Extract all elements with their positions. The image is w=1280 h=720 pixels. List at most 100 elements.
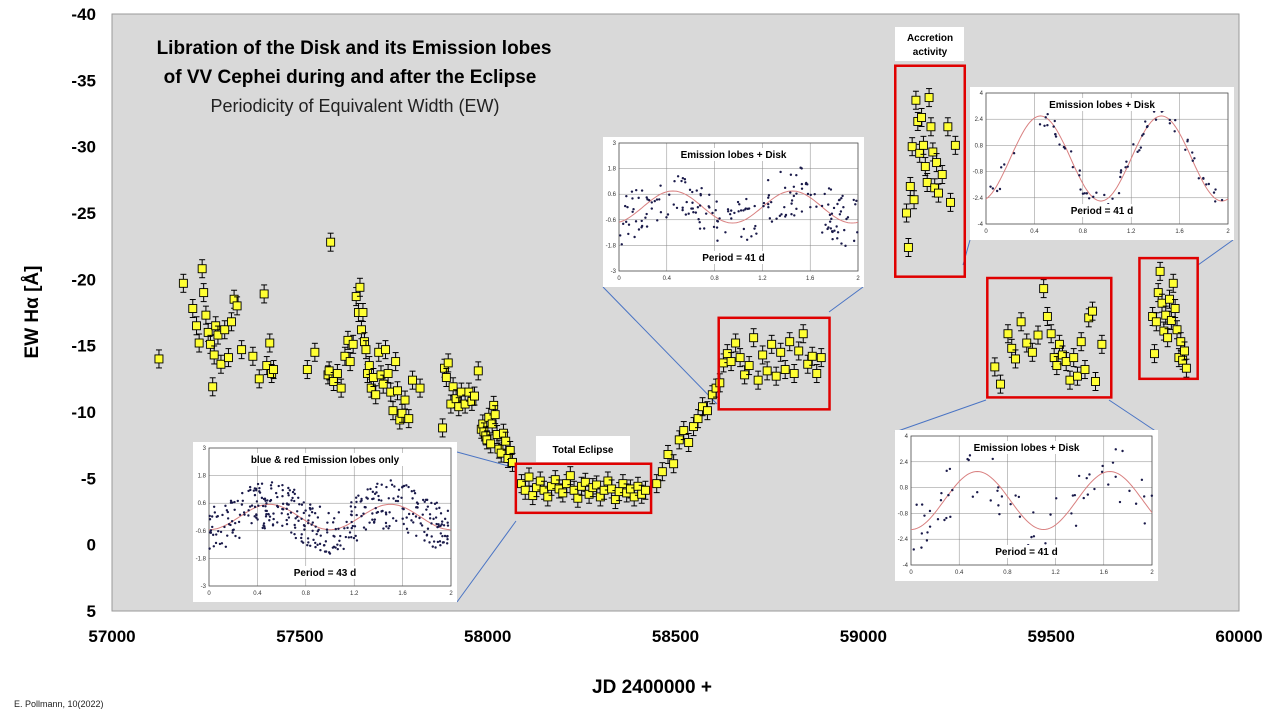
inset-point bbox=[208, 518, 212, 521]
inset-point bbox=[342, 547, 345, 551]
inset-point bbox=[766, 178, 770, 182]
inset-point bbox=[1018, 515, 1022, 518]
inset-point bbox=[436, 525, 439, 529]
data-point bbox=[996, 374, 1005, 394]
data-point bbox=[684, 433, 694, 453]
inset-y-tick: 2.4 bbox=[975, 117, 984, 123]
inset-point bbox=[214, 541, 218, 545]
inset-point bbox=[297, 519, 300, 523]
inset-point bbox=[271, 524, 275, 527]
inset-point bbox=[627, 223, 631, 226]
inset-point bbox=[1092, 195, 1095, 199]
inset-point bbox=[831, 230, 834, 233]
inset-point bbox=[1121, 449, 1124, 453]
inset-point bbox=[293, 523, 296, 527]
inset-point bbox=[264, 505, 267, 508]
inset-x-tick: 0.4 bbox=[955, 570, 964, 576]
data-point bbox=[254, 369, 264, 389]
inset-point bbox=[1214, 188, 1217, 191]
inset-point bbox=[326, 531, 329, 534]
inset-point bbox=[625, 194, 628, 198]
inset-point bbox=[224, 504, 227, 508]
inset-point bbox=[769, 200, 773, 204]
inset-point bbox=[676, 175, 680, 178]
inset-point bbox=[1143, 522, 1146, 525]
data-point bbox=[1155, 261, 1165, 281]
inset-point bbox=[289, 511, 293, 514]
inset-title: Emission lobes + Disk bbox=[974, 443, 1080, 454]
inset-point bbox=[432, 517, 435, 521]
data-point bbox=[693, 409, 703, 429]
inset-point bbox=[371, 518, 374, 521]
inset-point bbox=[1202, 176, 1205, 180]
inset-point bbox=[306, 537, 310, 540]
inset-point bbox=[789, 173, 793, 176]
inset-point bbox=[714, 208, 717, 212]
data-point bbox=[726, 352, 736, 372]
data-point bbox=[640, 480, 650, 500]
inset-point bbox=[939, 499, 943, 502]
inset-point bbox=[800, 210, 804, 213]
inset-point bbox=[425, 498, 429, 502]
data-point bbox=[950, 135, 960, 155]
inset-point bbox=[225, 509, 229, 512]
inset-point bbox=[1119, 175, 1122, 179]
inset-point bbox=[762, 204, 765, 208]
inset-y-tick: 3 bbox=[203, 446, 207, 452]
inset-point bbox=[762, 201, 766, 205]
data-point bbox=[224, 348, 233, 368]
inset-point bbox=[1077, 474, 1081, 478]
inset-point bbox=[1055, 497, 1058, 500]
inset-point bbox=[412, 521, 415, 524]
inset-point bbox=[350, 520, 353, 524]
inset-point bbox=[828, 220, 832, 223]
inset-point bbox=[1118, 500, 1122, 504]
inset-point bbox=[1071, 494, 1075, 497]
data-point bbox=[1091, 371, 1100, 391]
highlight-box bbox=[986, 276, 1113, 399]
inset-point bbox=[388, 511, 391, 514]
data-point bbox=[1168, 273, 1178, 293]
inset-point bbox=[1032, 511, 1035, 514]
inset-point bbox=[362, 526, 366, 529]
inset-point bbox=[264, 515, 268, 518]
inset-point bbox=[307, 519, 310, 522]
inset-point bbox=[1205, 183, 1208, 186]
inset-point bbox=[995, 189, 999, 193]
data-point bbox=[657, 462, 667, 482]
data-point bbox=[470, 386, 479, 406]
inset-point bbox=[418, 516, 421, 520]
inset-point bbox=[354, 505, 357, 509]
x-axis-title: JD 2400000 + bbox=[592, 677, 712, 698]
inset-point bbox=[1071, 165, 1075, 169]
inset-point bbox=[428, 513, 432, 516]
inset-point bbox=[255, 500, 259, 503]
inset-point bbox=[230, 520, 234, 523]
data-point bbox=[789, 364, 799, 384]
inset-point bbox=[1093, 487, 1096, 491]
data-point bbox=[369, 368, 378, 388]
inset-point bbox=[263, 497, 267, 500]
inset-point bbox=[1184, 148, 1187, 151]
inset-y-tick: -0.6 bbox=[196, 529, 207, 535]
inset-y-tick: -1.8 bbox=[196, 556, 207, 562]
inset-point bbox=[300, 517, 303, 520]
inset-emission-lobes-disk-b: 4 2.4 0.8 -0.8 -2.4 -40 0.4 0.8 1.2 1.6 2 Emission … bbox=[970, 87, 1234, 240]
data-point bbox=[812, 364, 822, 384]
inset-point bbox=[411, 497, 414, 500]
inset-point bbox=[840, 242, 843, 245]
inset-y-tick: 3 bbox=[613, 141, 617, 147]
inset-x-tick: 2 bbox=[1226, 229, 1230, 235]
inset-point bbox=[991, 187, 995, 190]
inset-point bbox=[744, 208, 747, 211]
inset-point bbox=[442, 541, 445, 544]
highlight-box bbox=[514, 462, 653, 515]
inset-point bbox=[836, 231, 840, 234]
inset-point bbox=[428, 541, 431, 544]
inset-point bbox=[307, 521, 310, 525]
inset-point bbox=[410, 519, 413, 522]
inset-point bbox=[683, 178, 687, 181]
inset-x-tick: 1.6 bbox=[398, 591, 407, 597]
inset-point bbox=[697, 218, 700, 221]
inset-point bbox=[241, 499, 245, 502]
